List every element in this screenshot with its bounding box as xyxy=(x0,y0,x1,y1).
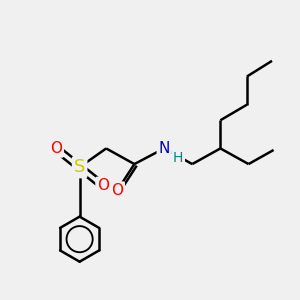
Text: O: O xyxy=(97,178,109,194)
Text: N: N xyxy=(158,141,170,156)
Text: O: O xyxy=(111,183,123,198)
Text: S: S xyxy=(74,158,85,176)
Text: H: H xyxy=(173,151,183,165)
Text: O: O xyxy=(50,141,62,156)
